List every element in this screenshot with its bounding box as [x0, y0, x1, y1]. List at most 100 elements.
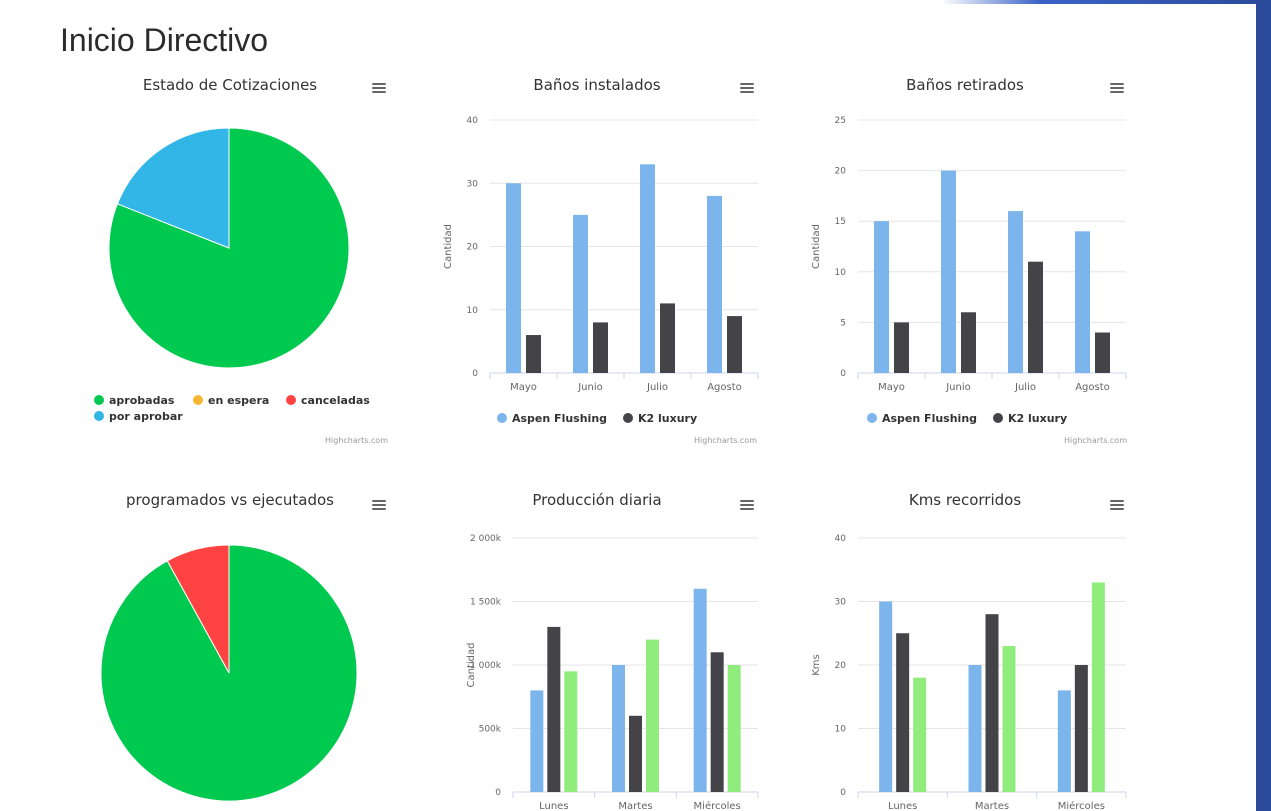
legend-marker-icon: [993, 413, 1003, 423]
y-tick-label: 10: [835, 268, 847, 278]
chart-menu-icon[interactable]: [740, 500, 754, 511]
bar-junio-s0[interactable]: [573, 214, 588, 373]
legend-label: aprobadas: [109, 394, 175, 407]
x-tick-label: Junio: [577, 382, 603, 393]
y-axis-label: Cantidad: [443, 224, 454, 269]
bar-mayo-s0[interactable]: [874, 221, 889, 373]
bar-martes-s0[interactable]: [612, 665, 625, 792]
x-tick-label: Julio: [1014, 382, 1036, 393]
chart-menu-icon[interactable]: [372, 500, 386, 511]
highcharts-credits-link[interactable]: Highcharts.com: [325, 436, 388, 445]
bar-lunes-s2[interactable]: [564, 671, 578, 792]
bar-agosto-s1[interactable]: [727, 316, 742, 373]
y-tick-label: 1 000k: [470, 661, 502, 671]
bar-lunes-s0[interactable]: [530, 690, 544, 792]
legend-label: en espera: [208, 394, 270, 407]
bar-martes-s1[interactable]: [985, 614, 999, 792]
produccion-diaria-chart: 0 500k 1 000k 1 500k 2 000k Cantidad Lunes Mart…: [430, 486, 775, 811]
y-tick-label: 15: [835, 217, 846, 227]
bar-julio-s1[interactable]: [1028, 261, 1043, 373]
bar-miercoles-s0[interactable]: [1057, 690, 1071, 792]
y-tick-label: 20: [835, 167, 847, 177]
x-tick-label: Martes: [618, 801, 652, 811]
bar-miercoles-s2[interactable]: [727, 665, 741, 792]
y-tick-label: 1 500k: [470, 598, 502, 608]
bar-miercoles-s0[interactable]: [693, 588, 707, 792]
legend-item-en-espera[interactable]: en espera: [193, 394, 269, 407]
x-tick-label: Miércoles: [1058, 800, 1105, 811]
chart-title: Producción diaria: [532, 491, 662, 509]
legend-item-k2-luxury[interactable]: K2 luxury: [623, 412, 697, 425]
top-strip: [0, 0, 1271, 4]
legend-marker-icon: [867, 413, 877, 423]
x-tick-label: Mayo: [510, 382, 537, 393]
chart-svg: [100, 544, 358, 802]
y-tick-label: 5: [840, 318, 846, 328]
legend-item-aspen-flushing[interactable]: Aspen Flushing: [497, 412, 607, 425]
legend-item-aprobadas[interactable]: aprobadas: [94, 394, 174, 407]
bar-miercoles-s1[interactable]: [1074, 665, 1088, 792]
legend-item-canceladas[interactable]: canceladas: [286, 394, 370, 407]
pie-slice-por-aprobar[interactable]: [116, 127, 230, 249]
chart-menu-icon[interactable]: [740, 83, 754, 94]
chart-title: Kms recorridos: [908, 491, 1022, 509]
chart-menu-icon[interactable]: [1110, 83, 1124, 94]
bar-julio-s1[interactable]: [660, 303, 675, 373]
y-tick-label: 10: [467, 306, 479, 316]
bar-lunes-s0[interactable]: [879, 601, 893, 793]
y-tick-label: 25: [835, 116, 846, 126]
bar-junio-s1[interactable]: [961, 312, 976, 373]
legend-item-k2-luxury[interactable]: K2 luxury: [993, 412, 1067, 425]
highcharts-credits-link[interactable]: Highcharts.com: [694, 436, 757, 445]
kms-recorridos-chart: 0 10 20 30 40 Kms Lunes Martes Miércoles Kms reco…: [800, 486, 1145, 811]
x-tick-label: Junio: [945, 382, 971, 393]
legend-item-aspen-flushing[interactable]: Aspen Flushing: [867, 412, 977, 425]
bar-miercoles-s1[interactable]: [710, 652, 724, 792]
bar-lunes-s2[interactable]: [913, 677, 927, 792]
pie-slice-aprobadas[interactable]: [108, 127, 350, 369]
bar-mayo-s1[interactable]: [894, 322, 909, 373]
bar-martes-s2[interactable]: [646, 639, 659, 792]
y-tick-label: 0: [495, 788, 501, 798]
bar-mayo-s1[interactable]: [526, 335, 541, 373]
legend-marker-icon: [193, 395, 203, 405]
legend-item-por-aprobar[interactable]: por aprobar: [94, 410, 183, 423]
legend-marker-icon: [497, 413, 507, 423]
chart-svg: 0 10 20 30 40 Kms Lunes Martes Miércoles: [811, 534, 1127, 811]
bar-agosto-s1[interactable]: [1095, 332, 1110, 373]
bar-lunes-s1[interactable]: [896, 633, 910, 792]
legend-marker-icon: [94, 411, 104, 421]
legend-marker-icon: [623, 413, 633, 423]
bar-martes-s1[interactable]: [629, 715, 642, 792]
chart-menu-icon[interactable]: [1110, 500, 1124, 511]
bar-lunes-s1[interactable]: [547, 626, 561, 792]
highcharts-credits-link[interactable]: Highcharts.com: [1064, 436, 1127, 445]
bar-miercoles-s2[interactable]: [1091, 582, 1105, 792]
chart-menu-icon[interactable]: [372, 83, 386, 94]
x-tick-label: Lunes: [539, 801, 568, 811]
chart-svg: 0 10 20 30 40 Cantidad Mayo Junio Julio Agosto: [443, 116, 759, 393]
legend-label: Aspen Flushing: [512, 412, 608, 425]
y-tick-label: 2 000k: [470, 534, 502, 544]
y-tick-label: 30: [835, 598, 847, 608]
y-tick-label: 40: [835, 534, 847, 544]
bar-agosto-s0[interactable]: [1075, 231, 1090, 373]
chart-svg: [108, 127, 350, 369]
bar-junio-s1[interactable]: [593, 322, 608, 373]
bar-martes-s0[interactable]: [968, 665, 982, 792]
estado-cotizaciones-chart: Estado de Cotizaciones aprobadas en espera…: [60, 66, 400, 446]
bar-martes-s2[interactable]: [1002, 645, 1016, 792]
chart-title: Estado de Cotizaciones: [142, 76, 318, 94]
pie-slice-1[interactable]: [166, 544, 230, 674]
bar-julio-s0[interactable]: [1008, 211, 1023, 373]
bar-mayo-s0[interactable]: [506, 183, 521, 373]
banos-instalados-chart: 0 10 20 30 40 Cantidad Mayo Junio Julio Agosto Bañ…: [430, 66, 775, 446]
bar-junio-s0[interactable]: [941, 170, 956, 373]
x-tick-label: Mayo: [878, 382, 905, 393]
chart-svg: 0 5 10 15 20 25 Cantidad Mayo Junio Julio Agosto: [811, 116, 1127, 393]
bar-julio-s0[interactable]: [640, 164, 655, 373]
dashboard-panel: Inicio Directivo Estado de Cotizaciones a…: [0, 4, 1256, 811]
bar-agosto-s0[interactable]: [707, 195, 722, 373]
y-tick-label: 0: [840, 369, 846, 379]
x-tick-label: Miércoles: [694, 800, 741, 811]
